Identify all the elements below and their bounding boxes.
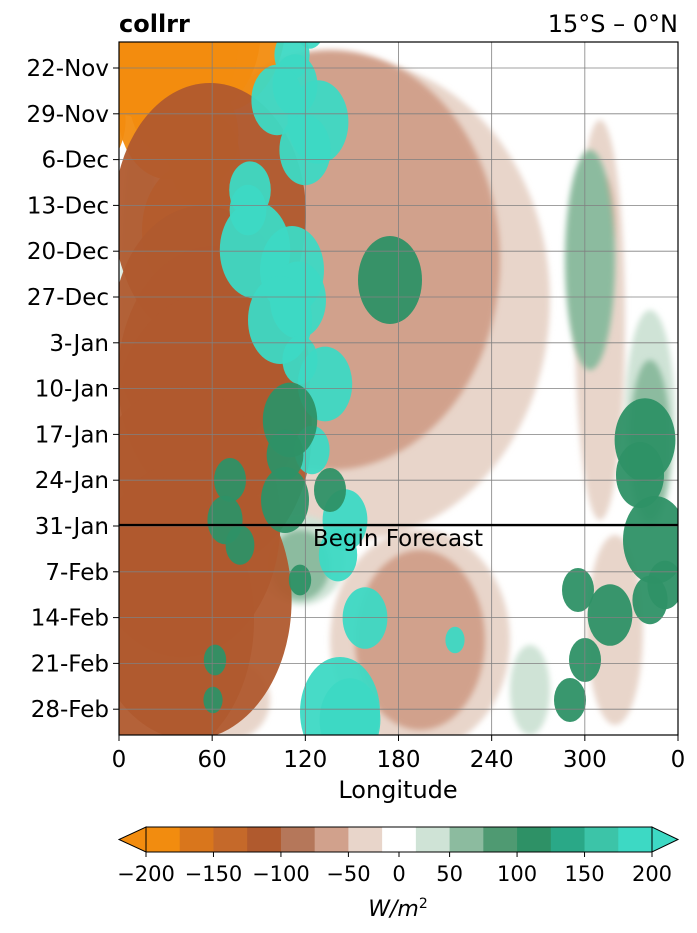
x-tick-label: 240 [470,747,514,773]
colorbar-extend-over [651,826,680,853]
y-tick-label: 27-Dec [27,285,109,311]
contour-fill-mid [160,50,670,730]
anomaly-core [78,12,97,38]
colorbar-tick-label: 50 [436,862,463,886]
y-tick-label: 13-Dec [27,193,109,219]
anomaly-core [203,644,227,676]
x-tick-label: 300 [563,747,607,773]
y-tick-label: 31-Jan [35,514,109,540]
anomaly-core [254,10,276,41]
forecast-label: Begin Forecast [313,526,483,552]
colorbar-segment [146,827,181,852]
anomaly-core [616,442,664,508]
colorbar-segment [449,827,484,852]
y-tick-label: 24-Jan [35,468,109,494]
colorbar-segment [550,827,586,852]
anomaly-core [119,42,210,117]
axes: 0 60 120 180 240 300 0 22-Nov 29-Nov 6-Dec 13-Dec 2… [27,56,686,773]
anomaly-core [342,587,388,649]
colorbar-segment [415,827,451,852]
y-tick-label: 7-Feb [45,560,109,586]
colorbar-tick-label: 0 [392,862,405,886]
colorbar-segment [618,827,653,852]
anomaly-core [37,22,63,57]
x-tick-label: 180 [377,747,421,773]
anomaly-core [562,568,594,612]
colorbar-label: W/m2 [368,896,428,922]
plot-area: Begin Forecast [37,5,678,735]
x-tick-label: 0 [671,747,686,773]
colorbar-tick-label: 100 [497,862,537,886]
colorbar-tick-label: 200 [632,862,672,886]
mid-green-field [565,150,615,370]
anomaly-core [314,468,346,512]
colorbar-segment [348,827,383,852]
colorbar-segment [382,827,417,852]
anomaly-core [261,467,309,533]
colorbar-segment [483,827,518,852]
y-tick-label: 10-Jan [35,377,109,403]
y-tick-label: 22-Nov [27,56,109,82]
anomaly-core [318,528,358,582]
colorbar-segment [213,827,248,852]
colorbar-segment [517,827,552,852]
x-axis-label: Longitude [338,776,457,804]
y-tick-label: 21-Feb [31,651,109,677]
y-tick-label: 3-Jan [49,331,109,357]
mid-brown-field [355,550,485,730]
y-tick-label: 20-Dec [27,239,109,265]
colorbar-tick-label: −200 [117,862,175,886]
colorbar-tick-label: −150 [185,862,243,886]
chart-title-left: collrr [119,10,190,38]
chart-title-right: 15°S – 0°N [548,10,678,38]
y-tick-label: 29-Nov [27,102,109,128]
y-tick-label: 17-Jan [35,422,109,448]
y-tick-label: 28-Feb [31,697,109,723]
colorbar-segment [314,827,349,852]
colorbar-extend-under [117,826,147,853]
colorbar-tick-label: −100 [252,862,310,886]
colorbar-segment [584,827,619,852]
anomaly-core [225,525,255,565]
x-tick-label: 120 [283,747,327,773]
anomaly-core [445,626,465,654]
anomaly-core [587,584,633,646]
contour-cores [37,5,678,735]
anomaly-core [358,236,422,324]
colorbar: −200 −150 −100 −50 0 50 100 150 200 [117,826,680,886]
anomaly-core [266,429,304,481]
anomaly-core [59,5,72,23]
anomaly-core [632,575,668,625]
x-tick-label: 0 [112,747,127,773]
y-tick-label: 6-Dec [42,148,109,174]
colorbar-segment [280,827,316,852]
y-tick-label: 14-Feb [31,606,109,632]
anomaly-core [52,20,74,51]
anomaly-core [288,564,312,596]
light-green-field [510,645,550,735]
colorbar-tick-label: −50 [326,862,370,886]
colorbar-segment [247,827,282,852]
colorbar-segment [179,827,214,852]
anomaly-core [319,678,381,735]
x-tick-label: 60 [198,747,227,773]
colorbar-tick-label: 150 [564,862,604,886]
anomaly-core [203,686,223,714]
anomaly-core [554,678,586,722]
